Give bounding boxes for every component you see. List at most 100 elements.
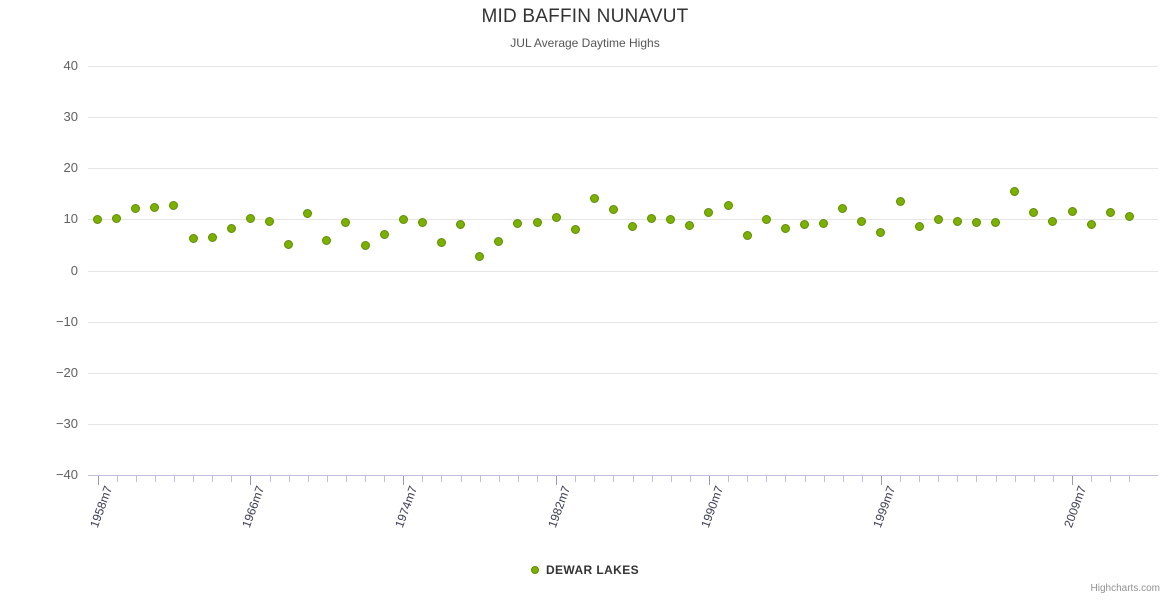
x-axis-tick [938,476,939,482]
x-axis-tick-label: 1982m7 [545,484,574,530]
data-point[interactable] [456,220,466,230]
x-axis-tick [174,476,175,482]
data-point[interactable] [666,214,676,224]
data-point[interactable] [952,216,962,226]
data-point[interactable] [303,208,313,218]
data-point[interactable] [971,217,981,227]
x-axis-tick [270,476,271,482]
y-axis-tick-label: −20 [55,364,78,380]
data-point[interactable] [245,214,255,224]
data-point[interactable] [284,239,294,249]
data-point[interactable] [207,233,217,243]
data-point[interactable] [1010,187,1020,197]
x-axis-tick [365,476,366,482]
x-axis-tick [996,476,997,482]
data-point[interactable] [188,233,198,243]
x-axis-tick [193,476,194,482]
x-axis-tick [728,476,729,482]
data-point[interactable] [436,238,446,248]
data-point[interactable] [608,204,618,214]
x-axis-tick [556,476,557,485]
x-axis-tick [1072,476,1073,485]
x-axis-tick-label: 1966m7 [239,484,268,530]
x-axis-tick [499,476,500,482]
data-point[interactable] [494,237,504,247]
x-axis-tick [957,476,958,482]
x-axis-tick [327,476,328,482]
data-point[interactable] [322,235,332,245]
data-point[interactable] [513,218,523,228]
data-point[interactable] [475,252,485,262]
data-point[interactable] [551,212,561,222]
y-axis-tick-label: 0 [70,262,78,278]
x-axis-tick [843,476,844,482]
data-point[interactable] [742,231,752,241]
data-point[interactable] [417,217,427,227]
x-axis-tick [308,476,309,482]
data-point[interactable] [1086,219,1096,229]
data-point[interactable] [647,214,657,224]
data-point[interactable] [93,214,103,224]
data-point[interactable] [704,208,714,218]
data-point[interactable] [169,201,179,211]
x-axis-tick [155,476,156,482]
chart-subtitle: JUL Average Daytime Highs [510,36,660,50]
gridline [88,423,1158,425]
data-point[interactable] [265,217,275,227]
x-axis-tick [441,476,442,482]
x-axis-tick [671,476,672,482]
chart-legend: DEWAR LAKES [0,563,1170,577]
data-point[interactable] [341,218,351,228]
data-point[interactable] [838,203,848,213]
x-axis-tick [881,476,882,485]
x-axis-tick [919,476,920,482]
data-point[interactable] [800,220,810,230]
data-point[interactable] [933,214,943,224]
x-axis-tick [976,476,977,482]
data-point[interactable] [628,222,638,232]
data-point[interactable] [532,217,542,227]
data-point[interactable] [1124,212,1134,222]
data-point[interactable] [761,215,771,225]
data-point[interactable] [857,217,867,227]
x-axis-tick [747,476,748,482]
credits-label: Highcharts.com [1090,583,1160,594]
x-axis-tick [250,476,251,485]
gridline [88,321,1158,323]
x-axis-tick [1129,476,1130,482]
data-point[interactable] [131,203,141,213]
data-point[interactable] [360,241,370,251]
data-point[interactable] [1105,207,1115,217]
legend-item-dewar-lakes[interactable]: DEWAR LAKES [530,563,640,577]
x-axis-tick [480,476,481,482]
data-point[interactable] [1048,216,1058,226]
data-point[interactable] [819,219,829,229]
data-point[interactable] [379,230,389,240]
gridline [88,66,1158,67]
data-point[interactable] [723,201,733,211]
data-point[interactable] [914,221,924,231]
x-axis-tick [785,476,786,482]
data-point[interactable] [876,228,886,238]
x-axis-tick [98,476,99,485]
x-axis-tick [575,476,576,482]
data-point[interactable] [991,218,1001,228]
x-axis-tick [633,476,634,482]
data-point[interactable] [1067,207,1077,217]
data-point[interactable] [112,214,122,224]
x-axis-tick [403,476,404,485]
data-point[interactable] [895,196,905,206]
data-point[interactable] [589,194,599,204]
gridline [88,168,1158,170]
data-point[interactable] [150,203,160,213]
x-axis-tick [1015,476,1016,482]
data-point[interactable] [226,223,236,233]
data-point[interactable] [398,215,408,225]
legend-item-label: DEWAR LAKES [545,563,640,577]
x-axis-tick [824,476,825,482]
data-point[interactable] [570,225,580,235]
x-axis-tick [289,476,290,482]
data-point[interactable] [780,224,790,234]
data-point[interactable] [685,221,695,230]
data-point[interactable] [1029,208,1039,218]
